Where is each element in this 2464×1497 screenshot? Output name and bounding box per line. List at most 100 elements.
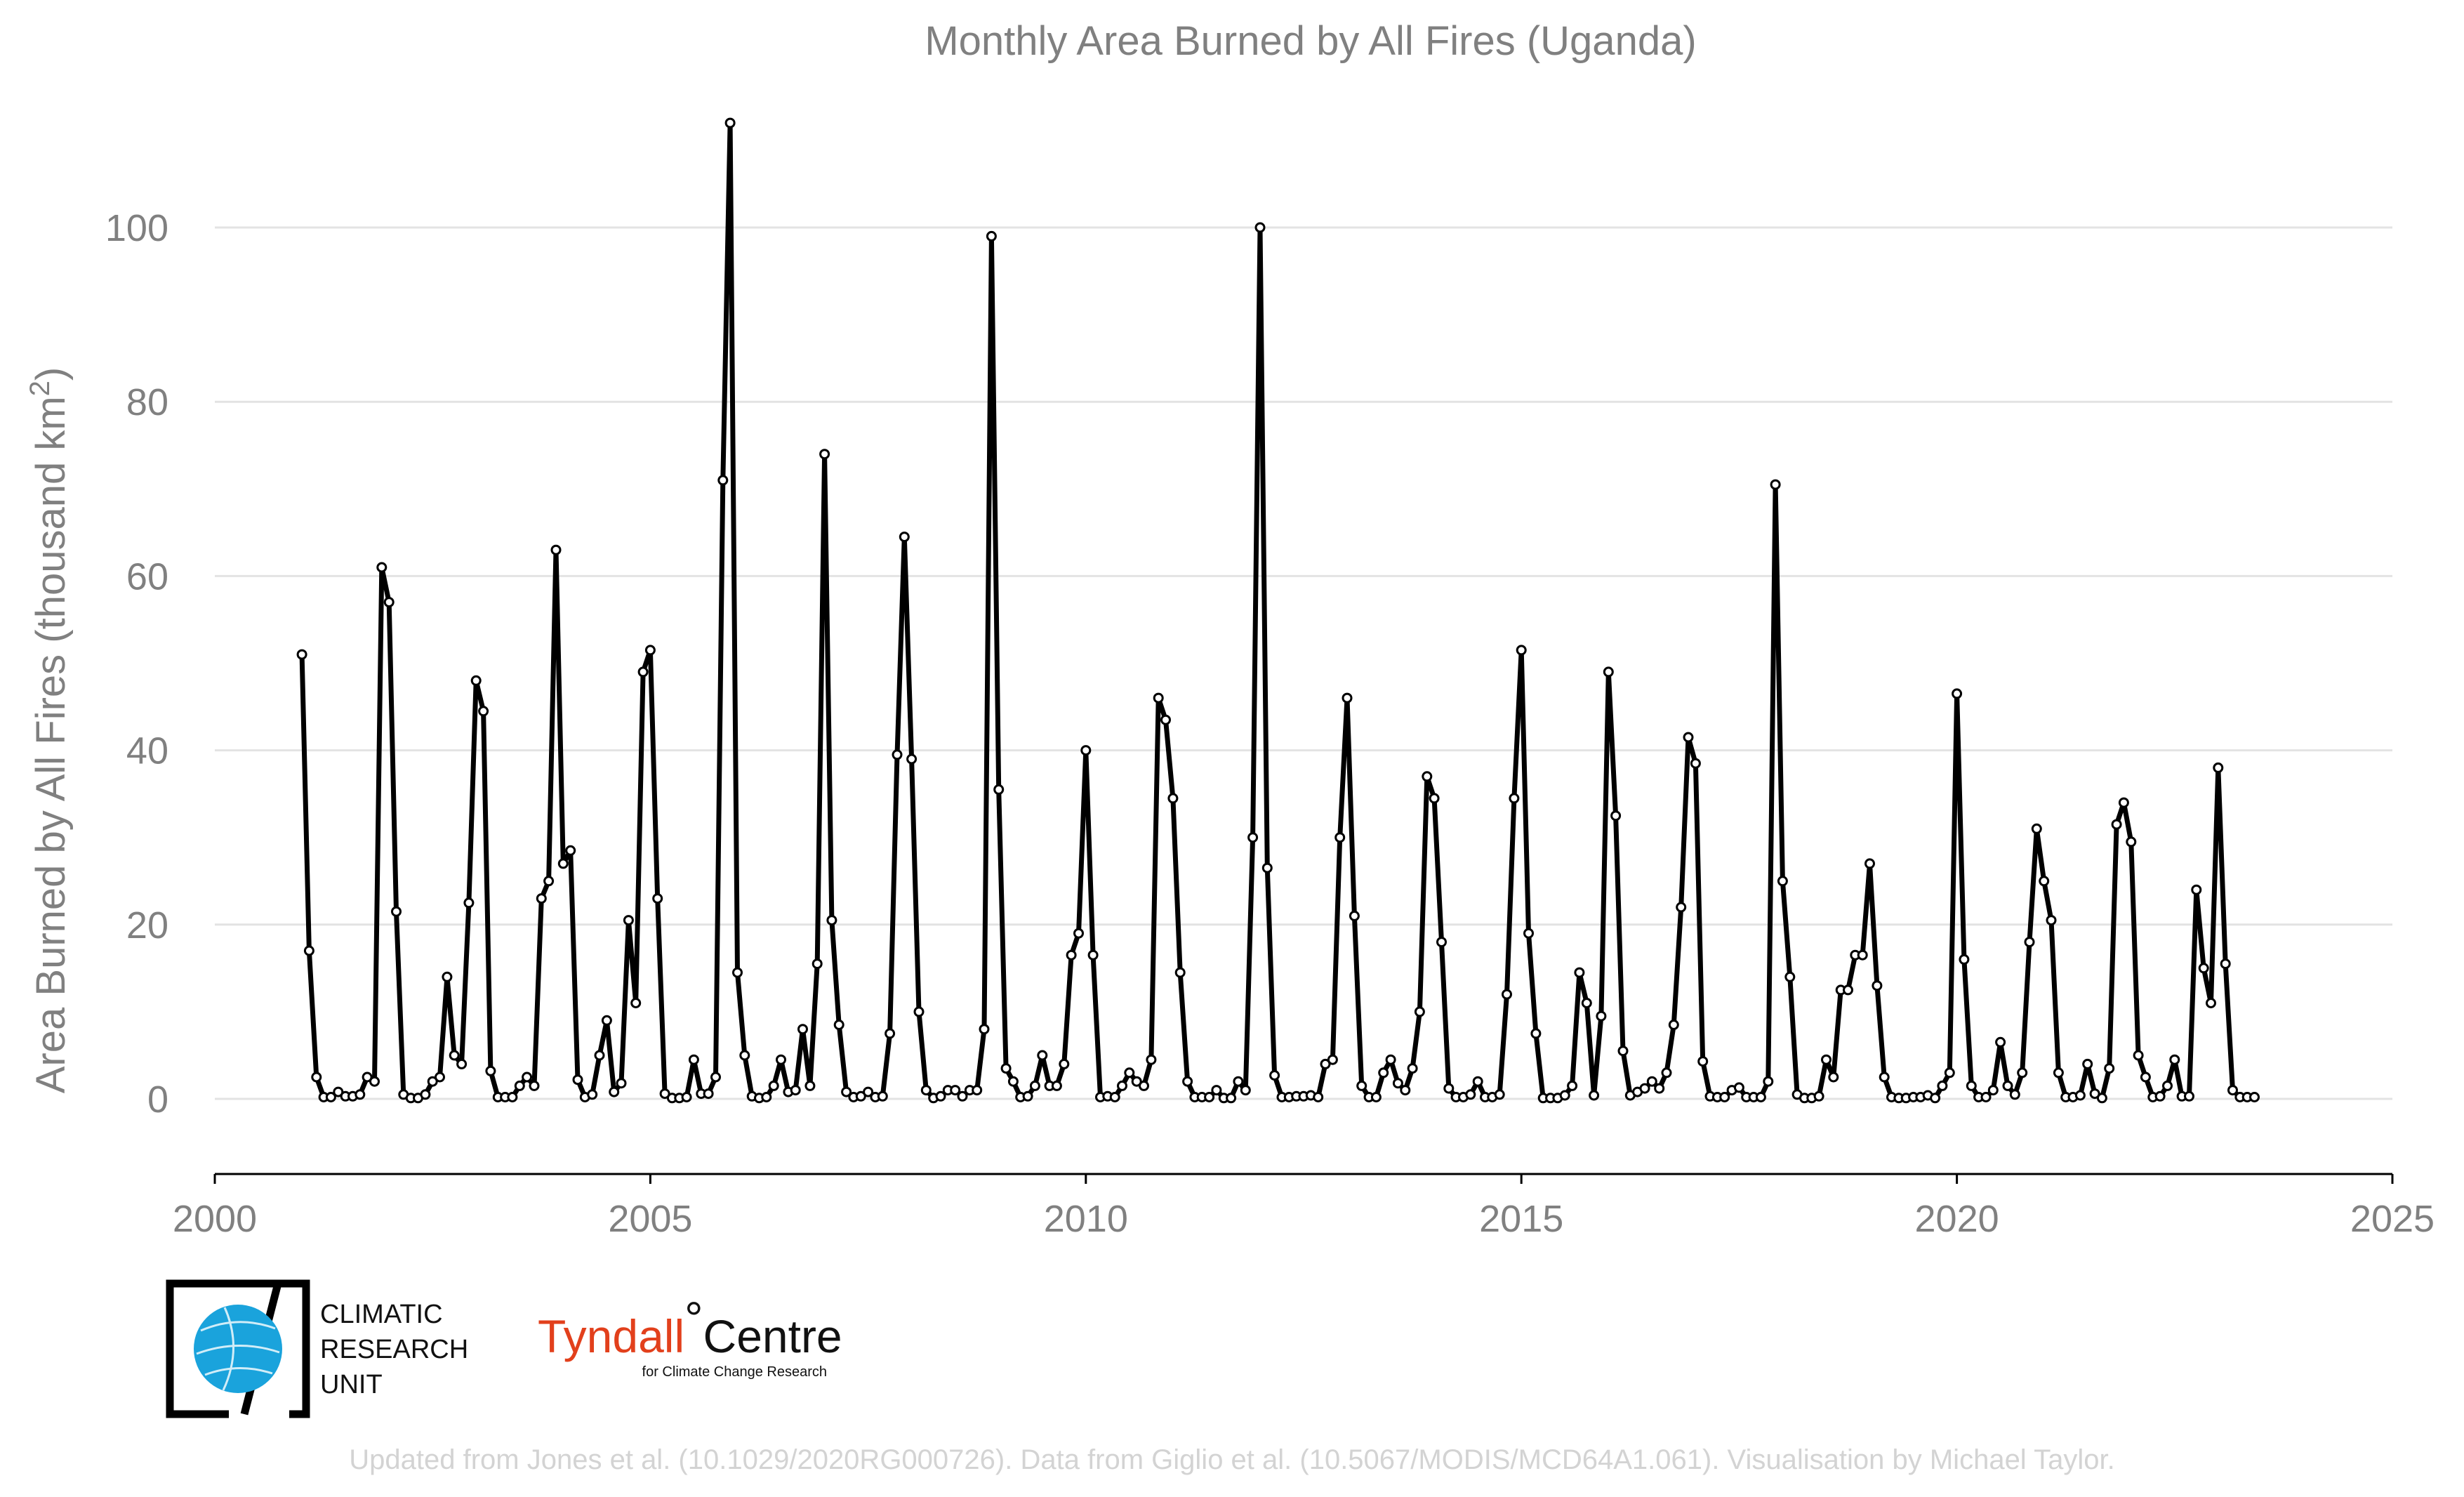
y-axis-label: Area Burned by All Fires (thousand km2)	[25, 367, 74, 1094]
data-point	[885, 1028, 896, 1039]
data-point	[1733, 1082, 1744, 1093]
data-point	[1051, 1080, 1062, 1091]
data-point	[1784, 971, 1796, 982]
data-point	[376, 562, 388, 573]
data-point	[2227, 1085, 2238, 1096]
svg-text:Tyndall°Centre: Tyndall°Centre	[538, 1292, 842, 1362]
data-point	[362, 1071, 373, 1083]
data-point	[1400, 1085, 1411, 1096]
data-point	[536, 893, 547, 904]
data-point	[456, 1058, 468, 1069]
data-point	[1559, 1090, 1570, 1101]
data-point	[442, 971, 453, 982]
data-point	[1502, 989, 1512, 1000]
data-point	[1944, 1067, 1955, 1079]
data-point	[906, 753, 918, 765]
data-point	[1037, 1050, 1048, 1061]
data-point	[1066, 949, 1077, 961]
data-point	[1422, 771, 1433, 782]
data-point	[1211, 1085, 1222, 1096]
data-point	[1153, 692, 1164, 704]
data-point	[1770, 479, 1781, 490]
data-point	[1646, 1076, 1657, 1087]
data-point	[391, 906, 402, 917]
data-point	[2154, 1090, 2166, 1102]
data-point	[2162, 1080, 2173, 1091]
data-point	[892, 749, 903, 760]
cru-logo-text-line1: CLIMATIC	[320, 1300, 443, 1329]
data-point	[1581, 998, 1592, 1008]
data-point	[863, 1086, 874, 1097]
data-point	[557, 858, 569, 869]
data-point	[703, 1088, 714, 1100]
data-point	[1443, 1083, 1455, 1094]
data-point	[514, 1080, 525, 1091]
data-point	[2118, 797, 2129, 808]
data-point	[724, 117, 736, 128]
y-tick-label: 80	[126, 381, 168, 423]
data-point	[913, 1006, 925, 1017]
data-series	[296, 117, 2260, 1104]
data-point	[1516, 645, 1527, 656]
x-tick-label: 2005	[608, 1198, 692, 1240]
data-point	[1429, 793, 1440, 804]
data-point	[797, 1024, 808, 1035]
data-point	[2089, 1088, 2100, 1100]
data-point	[972, 1085, 983, 1096]
data-point	[2053, 1067, 2064, 1079]
data-point	[507, 1092, 518, 1102]
data-point	[1182, 1076, 1193, 1087]
data-point	[1639, 1083, 1650, 1094]
data-point	[1022, 1090, 1033, 1102]
data-point	[1596, 1010, 1607, 1022]
chart-title: Monthly Area Burned by All Fires (Uganda…	[925, 18, 1696, 64]
data-point	[311, 1071, 322, 1083]
data-point	[652, 893, 663, 904]
x-tick-label: 2020	[1915, 1198, 1999, 1240]
data-point	[2191, 884, 2202, 895]
y-axis-label-close: )	[28, 367, 74, 381]
data-point	[572, 1074, 583, 1086]
data-point	[957, 1090, 968, 1102]
data-point	[1342, 692, 1353, 704]
data-point	[1777, 876, 1788, 887]
data-point	[1313, 1092, 1324, 1102]
data-point	[1959, 954, 1970, 965]
data-point	[303, 945, 314, 956]
data-point	[1167, 793, 1179, 804]
data-point	[435, 1071, 445, 1083]
data-point	[1160, 714, 1171, 725]
data-point	[1828, 1071, 1839, 1083]
data-point	[1261, 862, 1273, 873]
data-point	[1755, 1092, 1766, 1102]
data-point	[1610, 810, 1622, 822]
x-tick-label: 2015	[1479, 1198, 1563, 1240]
data-point	[1987, 1085, 1999, 1096]
data-point	[776, 1054, 786, 1065]
data-point	[485, 1065, 496, 1076]
data-point	[1683, 732, 1694, 743]
data-point	[979, 1024, 990, 1035]
data-point	[2031, 823, 2042, 834]
data-point	[637, 666, 649, 678]
credit-text: Updated from Jones et al. (10.1029/2020R…	[349, 1444, 2114, 1475]
data-point	[1567, 1080, 1578, 1091]
data-point	[1763, 1076, 1774, 1087]
y-tick-label: 0	[147, 1079, 168, 1121]
data-point	[1000, 1063, 1012, 1074]
data-point	[623, 915, 634, 926]
data-point	[587, 1089, 598, 1100]
data-point	[1676, 902, 1687, 913]
data-point	[644, 645, 656, 656]
y-tick-label: 60	[126, 555, 168, 598]
data-point	[325, 1092, 336, 1102]
data-point	[1589, 1090, 1600, 1101]
data-point	[420, 1089, 431, 1100]
data-point	[2213, 762, 2224, 773]
series-line	[299, 120, 2255, 1101]
data-point	[2009, 1089, 2020, 1100]
data-point	[2024, 937, 2035, 948]
cru-logo: CLIMATIC RESEARCH UNIT	[166, 1279, 468, 1418]
data-point	[1007, 1076, 1019, 1087]
data-point	[1697, 1056, 1709, 1067]
